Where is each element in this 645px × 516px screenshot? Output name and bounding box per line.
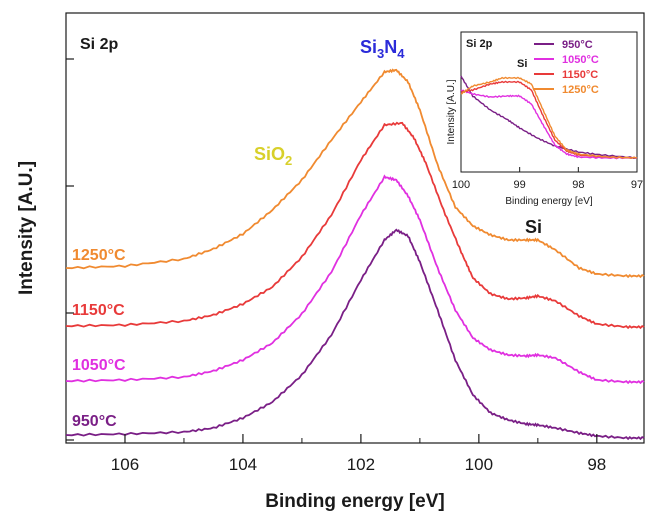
series-label-1150: 1150°C: [72, 302, 125, 319]
annotation-si: Si: [525, 217, 542, 237]
series-line-950: [66, 230, 644, 439]
inset-legend-label-1150: 1150°C: [562, 69, 598, 81]
annotation-si3n4: Si3N4: [360, 37, 405, 61]
inset-x-tick-label-100: 100: [452, 179, 470, 191]
inset-x-tick-label-98: 98: [572, 179, 584, 191]
x-tick-label-100: 100: [465, 455, 493, 474]
inset-x-tick-label-99: 99: [514, 179, 526, 191]
inset-chart: 100 99 98 97 Si 2p Si Binding energy [eV] I…: [446, 32, 643, 207]
x-tick-label-102: 102: [347, 455, 375, 474]
inset-legend-label-1250: 1250°C: [562, 84, 599, 96]
series-label-1050: 1050°C: [72, 357, 126, 374]
inset-panel-label: Si 2p: [466, 38, 493, 50]
inset-y-axis-title: Intensity [A.U.]: [446, 79, 457, 144]
annotation-sio2: SiO2: [254, 144, 292, 168]
inset-legend-label-950: 950°C: [562, 39, 593, 51]
series-label-1250: 1250°C: [72, 247, 126, 264]
inset-x-axis-title: Binding energy [eV]: [505, 196, 593, 207]
x-tick-label-106: 106: [111, 455, 139, 474]
inset-frame: [461, 32, 637, 172]
inset-annotation-si: Si: [517, 58, 527, 70]
panel-label: Si 2p: [80, 36, 118, 53]
inset-legend-label-1050: 1050°C: [562, 54, 599, 66]
x-tick-label-104: 104: [229, 455, 257, 474]
series-label-950: 950°C: [72, 413, 117, 430]
x-axis-title: Binding energy [eV]: [265, 491, 444, 512]
series-line-1050: [66, 176, 644, 383]
y-axis-title: Intensity [A.U.]: [16, 161, 37, 295]
inset-x-tick-label-97: 97: [631, 179, 643, 191]
x-tick-label-98: 98: [587, 455, 606, 474]
